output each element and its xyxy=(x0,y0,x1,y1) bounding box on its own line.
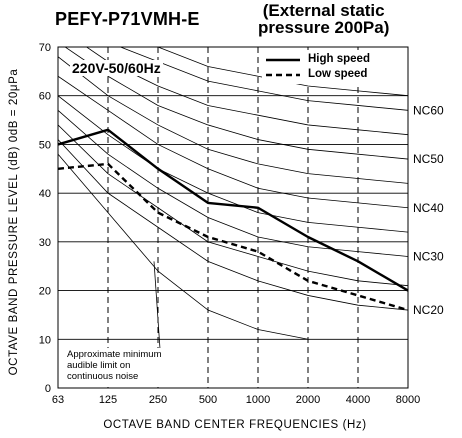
grid xyxy=(58,47,408,388)
x-tick-label: 2000 xyxy=(296,394,320,406)
nc-curve-label: NC30 xyxy=(413,249,444,263)
y-tick-label: 50 xyxy=(39,139,51,151)
y-tick-label: 60 xyxy=(39,91,51,103)
nc-curve-unlabeled xyxy=(58,95,408,233)
axis-ticks: 0 10 20 30 40 50 60 70 63 125 250 500 1000 2000 4000 80… xyxy=(39,42,420,406)
series-lines xyxy=(57,128,409,312)
y-tick-label: 70 xyxy=(39,42,51,54)
pressure-line-2: pressure 200Pa) xyxy=(258,18,390,37)
nc-curve xyxy=(119,47,408,111)
annotation-line-1: Approximate minimum xyxy=(67,349,162,360)
plot-frame xyxy=(57,46,409,389)
legend-swatch-solid xyxy=(266,58,300,61)
legend-swatch-dashed xyxy=(266,73,300,76)
y-tick-label: 20 xyxy=(39,286,51,298)
y-tick-label: 10 xyxy=(39,334,51,346)
y-tick-label: 30 xyxy=(39,237,51,249)
nc-curve-label: NC50 xyxy=(413,152,444,166)
series-line-low xyxy=(57,162,409,312)
series-line-high xyxy=(57,128,409,292)
x-tick-label: 8000 xyxy=(396,394,420,406)
y-tick-label: 0 xyxy=(45,383,51,395)
annotation-leader xyxy=(153,261,161,350)
chart-title-model: PEFY-P71VMH-E xyxy=(55,9,200,29)
legend: High speed Low speed xyxy=(262,50,374,84)
x-tick-label: 500 xyxy=(199,394,217,406)
nc-curve xyxy=(58,110,408,257)
nc-curves xyxy=(58,47,408,340)
nc-curve xyxy=(58,75,408,209)
nc-curve-label: NC60 xyxy=(413,103,444,117)
pressure-line-1: (External static xyxy=(262,1,385,20)
threshold-annotation: Approximate minimum audible limit on con… xyxy=(65,348,164,383)
x-tick-label: 4000 xyxy=(346,394,370,406)
voltage-label: 220V-50/60Hz xyxy=(70,60,163,76)
x-tick-label: 125 xyxy=(99,394,117,406)
y-axis-label: OCTAVE BAND PRESSURE LEVEL (dB) 0dB = 20… xyxy=(8,68,20,376)
nc-curve-unlabeled xyxy=(58,56,408,184)
nc-curve xyxy=(64,47,408,160)
legend-item-high: High speed xyxy=(266,52,370,67)
x-axis-label: OCTAVE BAND CENTER FREQUENCIES (Hz) xyxy=(103,419,367,431)
y-tick-label: 40 xyxy=(39,188,51,200)
x-tick-label: 63 xyxy=(52,394,64,406)
legend-label-high: High speed xyxy=(308,53,370,65)
annotation-line-2: audible limit on xyxy=(67,360,131,371)
audible-threshold-curve xyxy=(58,153,309,340)
nc-curve-unlabeled xyxy=(156,47,408,97)
nc-curve xyxy=(58,139,408,311)
nc-curve-label: NC40 xyxy=(413,201,444,215)
nc-curve-label: NC20 xyxy=(413,303,444,317)
annotation-line-3: continuous noise xyxy=(67,371,139,382)
x-tick-label: 1000 xyxy=(246,394,270,406)
legend-item-low: Low speed xyxy=(266,67,370,82)
legend-label-low: Low speed xyxy=(308,68,368,80)
nc-curve-unlabeled xyxy=(58,124,408,287)
x-tick-label: 250 xyxy=(149,394,167,406)
chart-title-pressure: (External static pressure 200Pa) xyxy=(258,2,389,36)
